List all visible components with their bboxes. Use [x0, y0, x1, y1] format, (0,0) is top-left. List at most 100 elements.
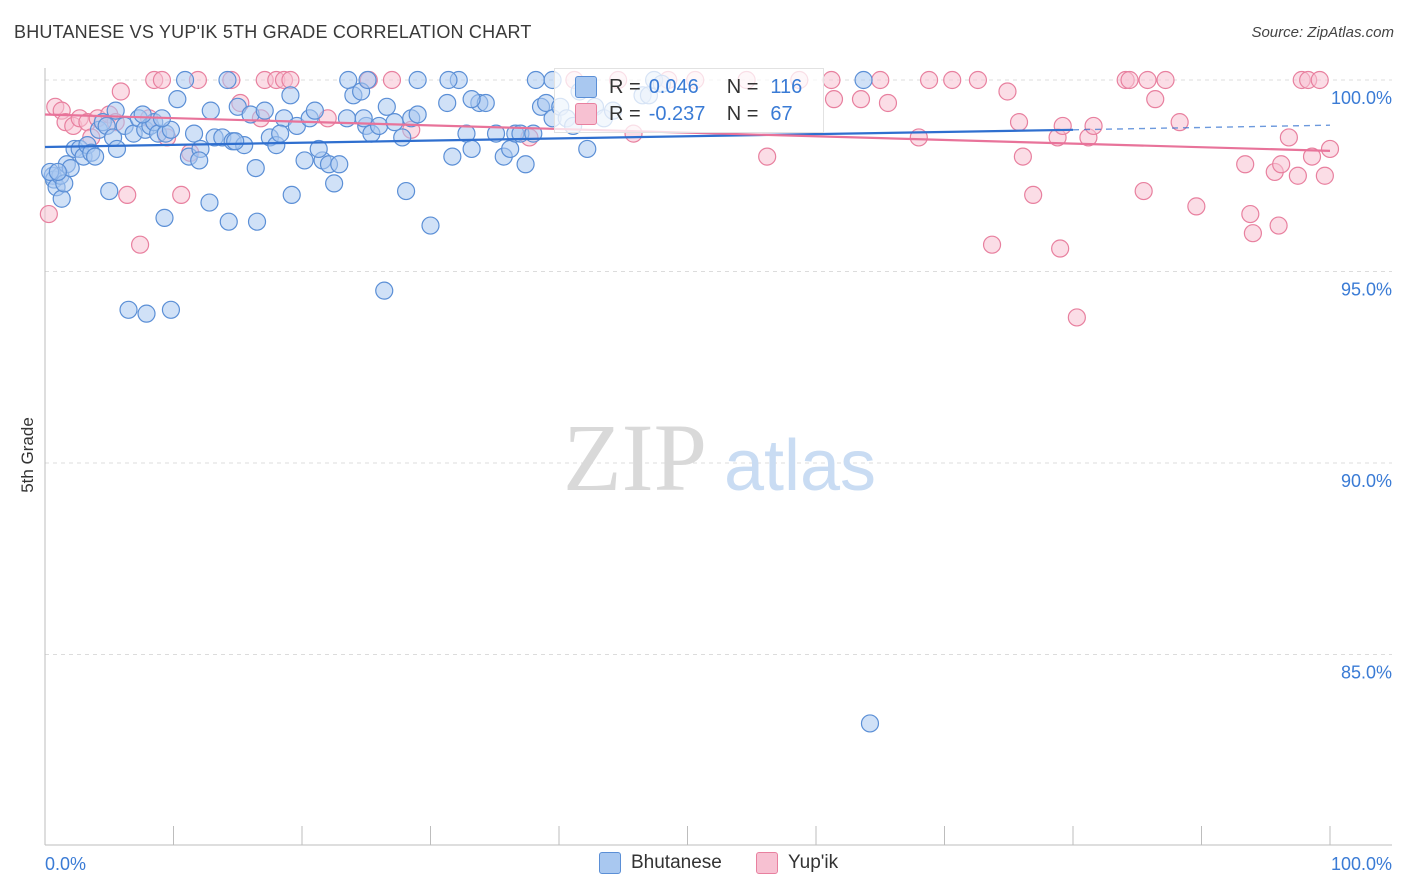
- bhutanese-point: [330, 155, 349, 174]
- bhutanese-point: [155, 208, 174, 227]
- series-label-yupik: Yup'ik: [788, 852, 839, 873]
- yupik-point: [382, 70, 402, 90]
- bhutanese-point: [854, 70, 873, 90]
- bhutanese-point: [526, 70, 545, 90]
- bhutanese-point: [408, 70, 427, 90]
- bhutanese-point: [305, 101, 324, 120]
- legend-n-label: N =: [726, 75, 759, 98]
- bhutanese-point: [119, 300, 138, 319]
- yupik-point: [1156, 70, 1175, 90]
- legend-r-value: -0.237: [648, 102, 706, 125]
- legend-r-label: R =: [609, 102, 641, 125]
- bhutanese-point: [200, 193, 219, 212]
- correlation-legend: R = 0.046 N = 116 R = -0.237 N = 67: [554, 68, 824, 133]
- bhutanese-point: [107, 139, 127, 159]
- yupik-point: [758, 147, 777, 166]
- yupik-point: [281, 70, 300, 90]
- yupik-point: [1302, 147, 1322, 166]
- bhutanese-point: [578, 139, 597, 159]
- series-swatch-bhutanese: [599, 852, 621, 874]
- yupik-point: [1051, 239, 1070, 258]
- yupik-point: [871, 70, 890, 90]
- yupik-point: [1053, 116, 1072, 136]
- bhutanese-point: [161, 300, 181, 319]
- yupik-point: [943, 70, 962, 90]
- bhutanese-trend-line: [44, 128, 1074, 149]
- yupik-point: [1187, 197, 1206, 216]
- bhutanese-points: [41, 70, 880, 733]
- yupik-point: [1170, 113, 1189, 132]
- y-tick-label: 90.0%: [1341, 471, 1392, 491]
- bhutanese-point: [385, 113, 404, 132]
- bhutanese-point: [133, 105, 152, 124]
- bhutanese-point: [201, 101, 220, 120]
- yupik-point: [1279, 128, 1298, 147]
- yupik-point: [111, 82, 130, 101]
- bhutanese-point: [486, 124, 506, 143]
- bhutanese-point: [375, 281, 394, 300]
- bhutanese-point: [246, 158, 265, 178]
- chart-title: BHUTANESE VS YUP'IK 5TH GRADE CORRELATIO…: [14, 22, 532, 42]
- yupik-point: [1269, 216, 1288, 235]
- legend-n-value: 67: [770, 102, 793, 125]
- yupik-point: [1138, 70, 1157, 90]
- y-tick-label: 85.0%: [1341, 663, 1392, 683]
- bhutanese-point: [408, 105, 427, 124]
- bhutanese-point: [325, 174, 344, 193]
- bhutanese-point: [52, 189, 71, 208]
- bhutanese-point: [438, 93, 457, 113]
- bhutanese-point: [462, 139, 481, 159]
- yupik-point: [1009, 113, 1029, 132]
- series-legend-yupik[interactable]: Yup'ik: [756, 852, 838, 874]
- series-swatch-yupik: [756, 852, 778, 874]
- bhutanese-point: [271, 124, 290, 143]
- yupik-point: [152, 70, 172, 90]
- legend-n-value: 116: [770, 75, 803, 98]
- legend-r-label: R =: [609, 75, 641, 98]
- yupik-point: [1236, 155, 1255, 174]
- tick-labels: 100.0% 95.0% 90.0% 85.0% 0.0% 100.0%: [45, 88, 1392, 874]
- bhutanese-point: [370, 116, 389, 136]
- x-tick-label: 100.0%: [1331, 854, 1392, 874]
- legend-swatch-yupik: [575, 103, 597, 125]
- bhutanese-point: [137, 304, 156, 323]
- bhutanese-point: [501, 139, 520, 159]
- bhutanese-point: [168, 90, 187, 109]
- bhutanese-point: [255, 101, 274, 120]
- yupik-point: [998, 82, 1017, 101]
- bhutanese-point: [339, 70, 358, 90]
- yupik-point: [1013, 147, 1032, 166]
- yupik-point: [1067, 308, 1086, 327]
- bhutanese-point: [358, 70, 377, 90]
- watermark-atlas: atlas: [724, 426, 876, 506]
- series-legend-bhutanese[interactable]: Bhutanese: [599, 852, 722, 874]
- yupik-point: [1241, 204, 1260, 224]
- legend-r-value: 0.046: [648, 75, 699, 98]
- source-label: Source: ZipAtlas.com: [1251, 24, 1394, 41]
- bhutanese-point: [282, 185, 301, 204]
- bhutanese-point: [443, 147, 462, 166]
- y-tick-label: 100.0%: [1331, 88, 1392, 108]
- axes: [44, 68, 1392, 846]
- yupik-point: [1120, 70, 1139, 90]
- bhutanese-point: [184, 124, 204, 143]
- yupik-point: [1024, 185, 1043, 204]
- bhutanese-point: [462, 90, 481, 109]
- legend-row-yupik: R = -0.237 N = 67: [575, 101, 793, 127]
- series-legend: Bhutanese Yup'ik: [0, 852, 1406, 878]
- bhutanese-point: [86, 147, 105, 166]
- bhutanese-point: [247, 212, 267, 231]
- watermark-zip: ZIP: [563, 404, 707, 511]
- yupik-point: [1146, 90, 1165, 109]
- bhutanese-point: [190, 151, 209, 170]
- yupik-point: [130, 235, 150, 254]
- bhutanese-point: [218, 70, 237, 90]
- yupik-point: [172, 185, 191, 204]
- yupik-point: [1243, 224, 1263, 243]
- y-tick-label: 95.0%: [1341, 280, 1392, 300]
- bhutanese-point: [439, 70, 458, 90]
- yupik-point: [1134, 181, 1153, 201]
- bhutanese-point: [106, 101, 125, 120]
- series-label-bhutanese: Bhutanese: [631, 852, 722, 873]
